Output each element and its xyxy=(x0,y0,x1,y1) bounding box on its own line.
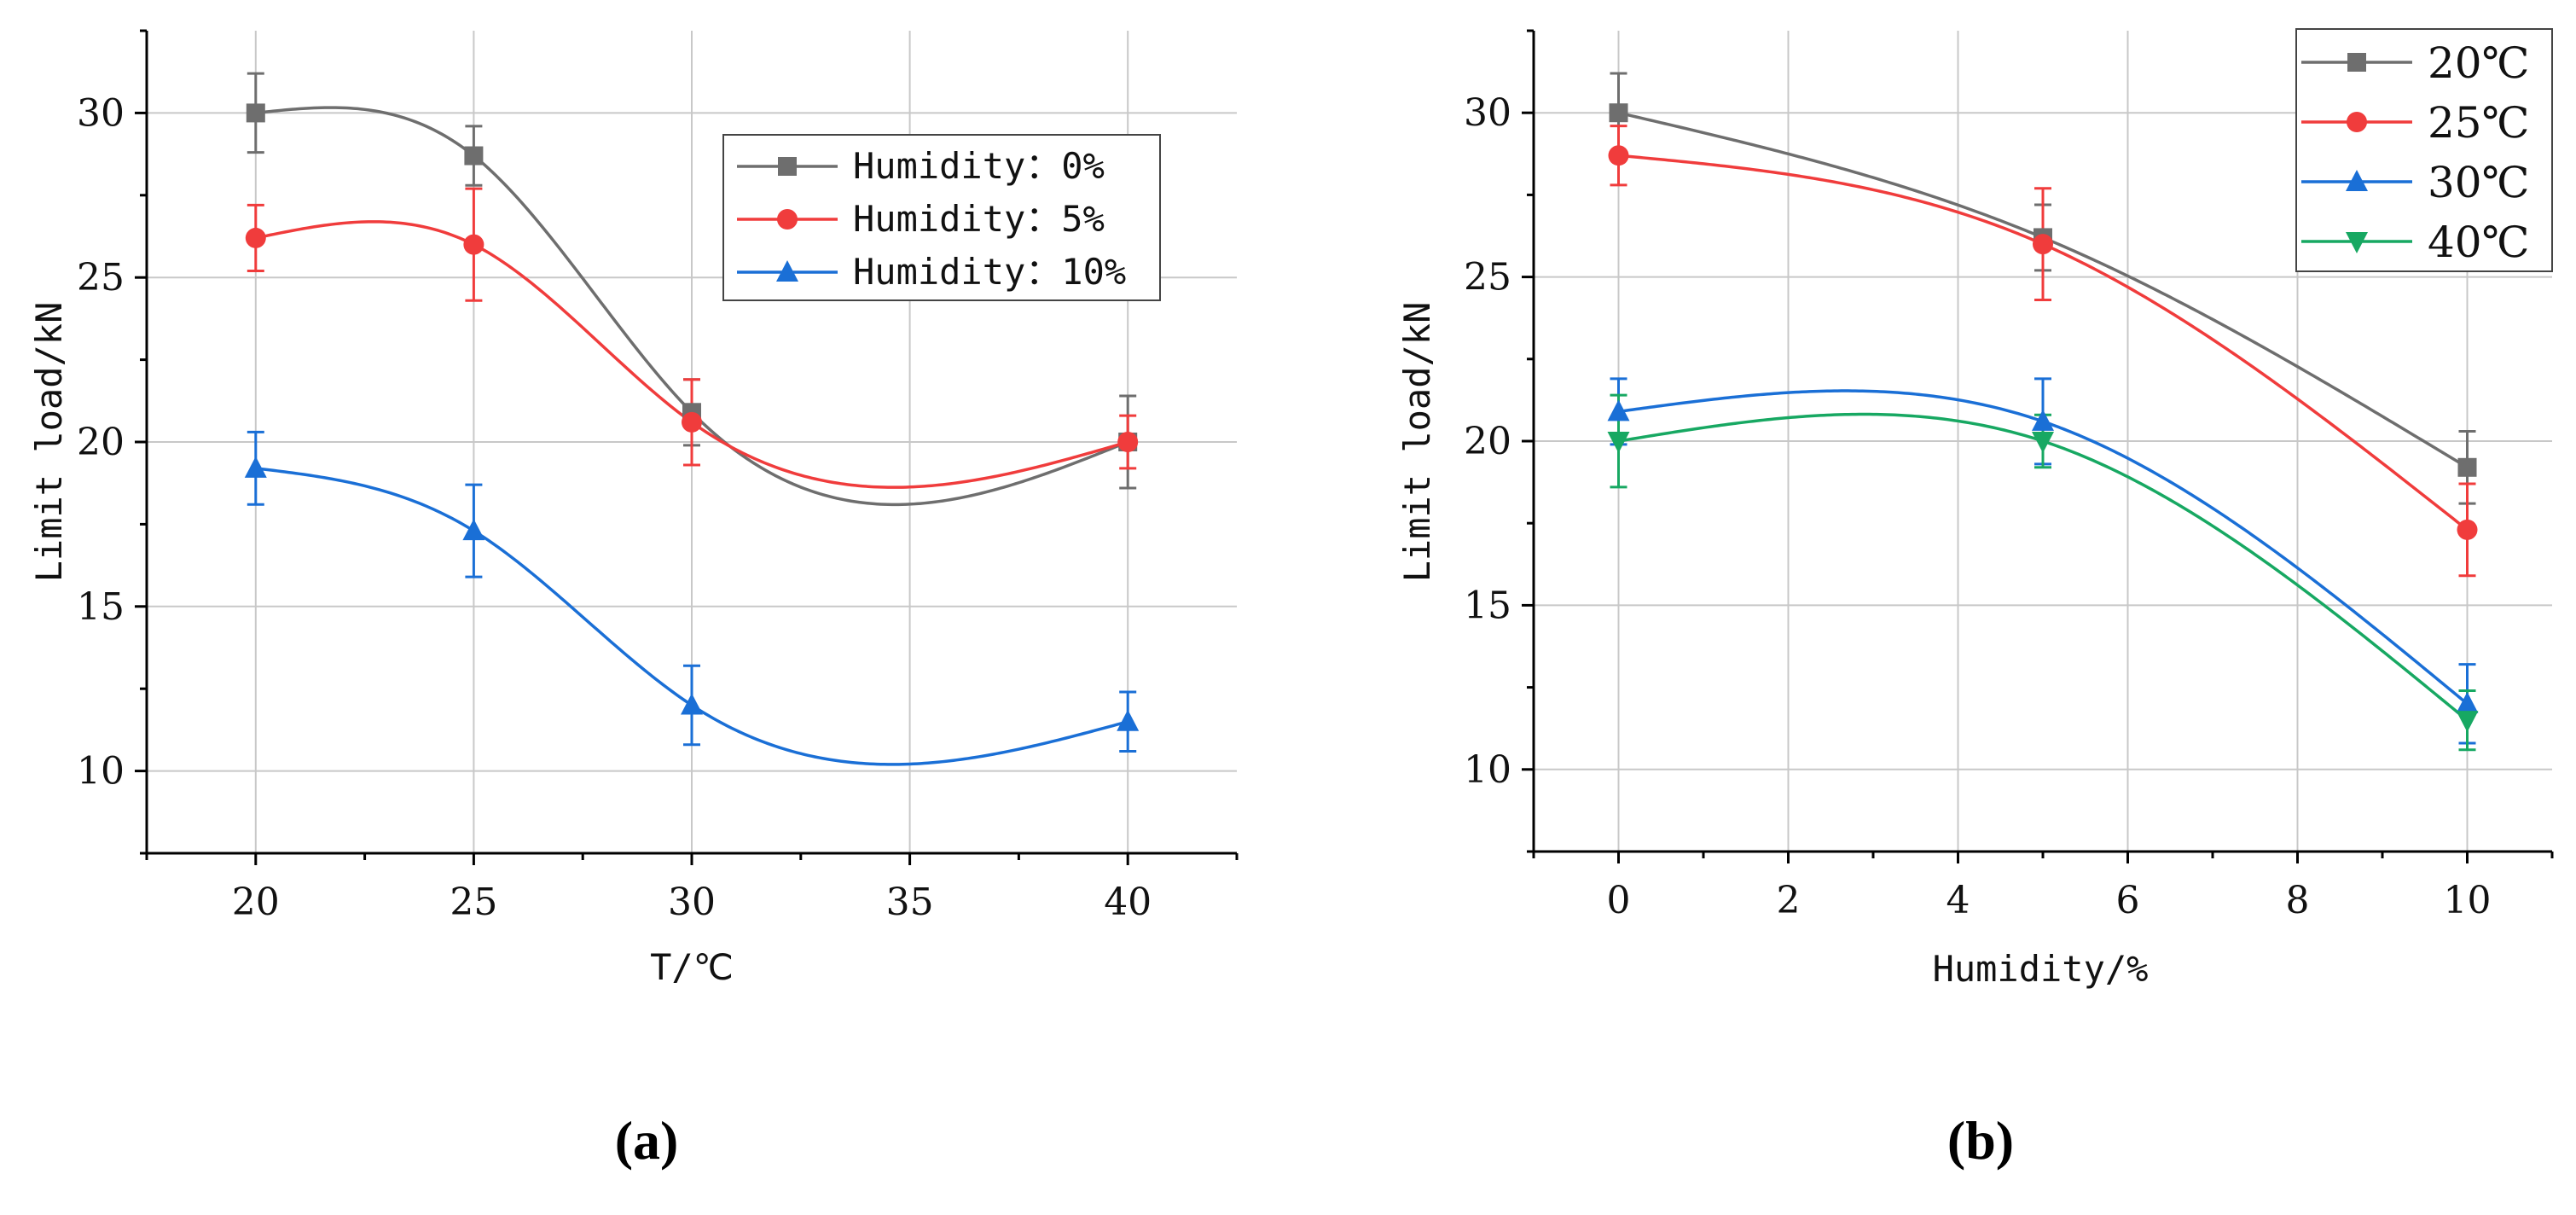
data-point xyxy=(2032,432,2054,453)
panel-label-b: (b) xyxy=(1947,1110,2014,1171)
tick-labels-b: 10 15 20 25 30 0 2 4 6 8 10 xyxy=(1464,91,2492,922)
legend-box-b xyxy=(2295,28,2553,272)
data-point xyxy=(2032,409,2054,431)
legend-label: 25℃ xyxy=(2428,98,2530,148)
data-point xyxy=(1607,432,1630,453)
y-tick-label: 10 xyxy=(77,750,125,794)
x-axis-title-a: T/℃ xyxy=(650,946,734,988)
data-point xyxy=(464,146,484,166)
axes-b xyxy=(1522,29,2554,863)
y-axis-title-b: Limit load/kN xyxy=(1396,302,1438,583)
y-tick-label: 25 xyxy=(1464,256,1511,299)
x-tick-label: 4 xyxy=(1947,879,1970,922)
x-tick-label: 40 xyxy=(1104,881,1152,924)
data-point xyxy=(246,103,265,123)
x-tick-label: 2 xyxy=(1777,879,1801,922)
legend-label: Humidity：0% xyxy=(853,145,1105,187)
legend-a: Humidity：0% Humidity：5% Humidity：10% xyxy=(722,134,1161,301)
legend-marker xyxy=(2346,232,2368,253)
data-point xyxy=(682,411,702,433)
data-point xyxy=(2456,711,2479,733)
panel-label-a: (a) xyxy=(615,1110,679,1171)
legend-label: 20℃ xyxy=(2428,38,2530,88)
x-tick-label: 35 xyxy=(886,881,934,924)
legend-marker xyxy=(776,260,798,282)
legend-marker xyxy=(2347,112,2367,132)
y-tick-label: 15 xyxy=(1464,584,1511,627)
legend-b: 20℃ 25℃ 30℃ 40℃ xyxy=(2295,28,2553,272)
panel-a: 10 15 20 25 30 20 25 30 35 40 T/℃ Limit load/kN H… xyxy=(28,29,1239,1171)
markers-a xyxy=(244,103,1140,731)
tick-labels-a: 10 15 20 25 30 20 25 30 35 40 xyxy=(77,91,1152,924)
y-tick-label: 15 xyxy=(77,585,125,629)
data-point xyxy=(1607,399,1630,421)
y-tick-label: 10 xyxy=(1464,748,1511,792)
data-point xyxy=(1117,432,1139,452)
legend-marker xyxy=(2346,170,2368,191)
axes-a xyxy=(135,29,1239,865)
data-point xyxy=(1608,145,1629,166)
y-tick-label: 20 xyxy=(1464,420,1511,463)
y-axis-title-a: Limit load/kN xyxy=(28,302,70,583)
legend-label: Humidity：10% xyxy=(853,251,1126,293)
data-point xyxy=(2457,519,2478,540)
data-point xyxy=(245,227,266,248)
y-tick-label: 30 xyxy=(1464,91,1511,135)
data-point xyxy=(2033,234,2053,255)
x-tick-label: 10 xyxy=(2444,879,2492,922)
markers-b xyxy=(1607,103,2479,733)
x-tick-label: 25 xyxy=(450,881,497,924)
data-point xyxy=(462,519,485,541)
x-tick-label: 30 xyxy=(668,881,716,924)
grid-b xyxy=(1534,31,2552,852)
data-point xyxy=(1609,103,1628,123)
x-tick-label: 6 xyxy=(2116,879,2140,922)
y-tick-label: 20 xyxy=(77,421,125,464)
legend-label: 30℃ xyxy=(2428,158,2530,207)
x-tick-label: 8 xyxy=(2286,879,2310,922)
x-axis-title-b: Humidity/% xyxy=(1933,948,2149,990)
data-point xyxy=(1117,709,1140,731)
data-point xyxy=(2457,457,2477,477)
legend-label: 40℃ xyxy=(2428,218,2530,267)
panel-b: 10 15 20 25 30 0 2 4 6 8 10 Humidity/% Limit load/… xyxy=(1396,28,2554,1171)
x-tick-label: 20 xyxy=(232,881,280,924)
y-tick-label: 30 xyxy=(77,91,125,135)
data-point xyxy=(244,456,267,478)
data-point xyxy=(463,234,484,255)
x-tick-label: 0 xyxy=(1607,879,1631,922)
legend-label: Humidity：5% xyxy=(853,198,1105,240)
data-point xyxy=(2456,691,2479,713)
legend-marker xyxy=(2347,53,2366,72)
data-point xyxy=(681,693,703,715)
y-tick-label: 25 xyxy=(77,256,125,299)
legend-marker xyxy=(778,157,797,176)
legend-marker xyxy=(777,209,798,230)
